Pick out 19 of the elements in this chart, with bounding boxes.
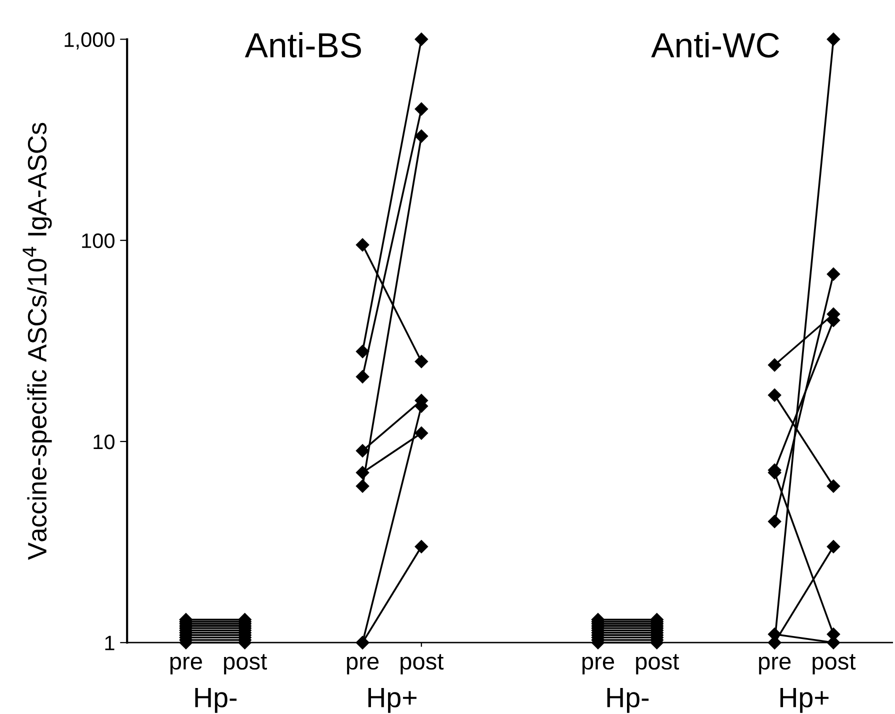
x-tick-label: post <box>636 654 680 674</box>
x-tick-label: post <box>224 654 267 674</box>
x-tick-label: pre <box>347 656 379 674</box>
y-tick-label: 1,000 <box>64 32 114 50</box>
x-tick-label: post <box>812 654 856 674</box>
annotation: Anti-BS <box>244 32 361 58</box>
text: Hp+ <box>368 688 416 713</box>
y-tick-label: 100 <box>82 233 114 248</box>
y-axis-title: Vaccine-specific ASCs/10$^{4}$ IgA-ASCs <box>22 122 52 560</box>
y-tick-label: 10 <box>94 434 114 450</box>
x-tick-label: pre <box>582 656 614 674</box>
text: Hp- <box>607 688 649 713</box>
text: Hp+ <box>780 688 829 713</box>
text: Hp- <box>195 688 237 713</box>
y-tick-label: 1 <box>105 636 114 650</box>
x-tick-label: pre <box>759 656 791 674</box>
x-tick-label: pre <box>170 656 202 674</box>
annotation: Anti-WC <box>651 32 780 58</box>
x-tick-label: post <box>400 654 444 674</box>
